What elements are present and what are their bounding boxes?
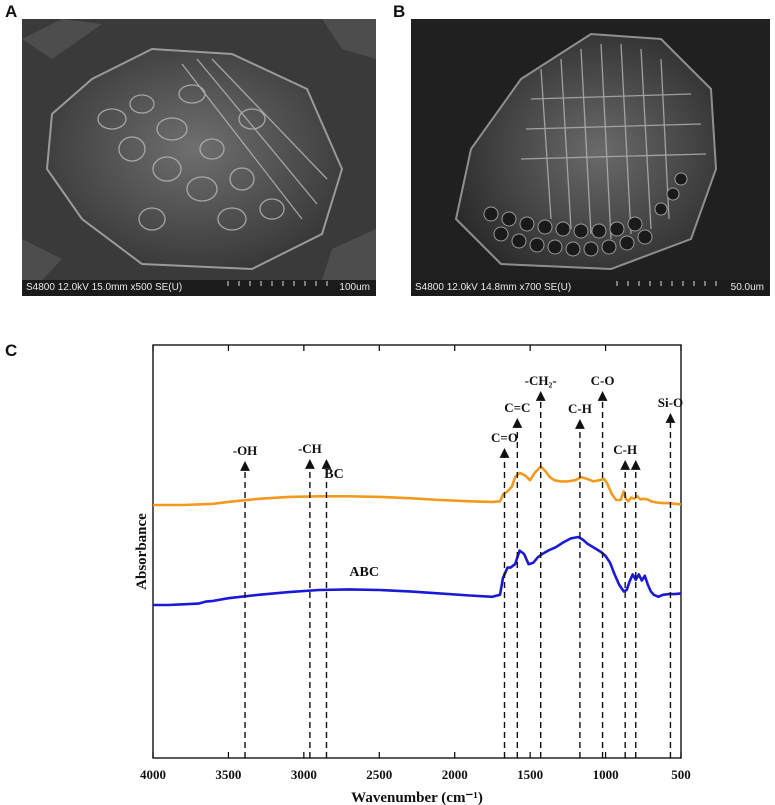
- annotation-label: C-H: [568, 401, 592, 416]
- sem-info-b: S4800 12.0kV 14.8mm x700 SE(U): [415, 282, 572, 293]
- annotation-label: Si-O: [658, 395, 683, 410]
- scale-ticks-b: [616, 281, 717, 286]
- x-tick-label: 2500: [366, 767, 392, 782]
- annotation-label: C=C: [504, 400, 530, 415]
- x-tick-label: 3000: [291, 767, 317, 782]
- annotation-label: -OH: [233, 443, 258, 458]
- x-tick-label: 3500: [215, 767, 241, 782]
- sem-scale-a: 100um: [339, 282, 370, 293]
- sem-info-a: S4800 12.0kV 15.0mm x500 SE(U): [26, 282, 183, 293]
- sem-micrograph-a: [22, 19, 376, 280]
- panel-letter-a: A: [5, 2, 18, 21]
- panel-letter-c: C: [5, 341, 18, 360]
- y-axis-label: Absorbance: [134, 513, 150, 590]
- x-tick-label: 500: [671, 767, 691, 782]
- plot-frame: [152, 344, 682, 759]
- sem-scale-b: 50.0um: [730, 282, 764, 293]
- annotation-label: C-O: [591, 373, 615, 388]
- x-axis-label: Wavenumber (cm⁻¹): [351, 790, 483, 805]
- x-tick-label: 2000: [442, 767, 468, 782]
- panel-letter-b: B: [393, 2, 406, 21]
- series-line-abc: [153, 535, 682, 607]
- annotation-label: C=O: [491, 430, 518, 445]
- annotation-label: C-H: [613, 442, 637, 457]
- sem-image-b: S4800 12.0kV 14.8mm x700 SE(U) 50.0um: [411, 19, 770, 296]
- series-label-bc: BC: [324, 467, 343, 482]
- scale-ticks-a: [227, 281, 328, 286]
- sem-micrograph-b: [411, 19, 770, 280]
- annotation-label: -CH: [298, 441, 322, 456]
- x-tick-label: 1000: [593, 767, 619, 782]
- series-label-abc: ABC: [349, 565, 379, 580]
- series-line-bc: [153, 465, 682, 507]
- sem-info-bar-a: S4800 12.0kV 15.0mm x500 SE(U) 100um: [22, 280, 376, 296]
- x-tick-label: 4000: [140, 767, 166, 782]
- x-tick-label: 1500: [517, 767, 543, 782]
- sem-info-bar-b: S4800 12.0kV 14.8mm x700 SE(U) 50.0um: [411, 280, 770, 296]
- annotation-label: -CH₂-: [525, 373, 557, 388]
- sem-image-a: S4800 12.0kV 15.0mm x500 SE(U) 100um: [22, 19, 376, 296]
